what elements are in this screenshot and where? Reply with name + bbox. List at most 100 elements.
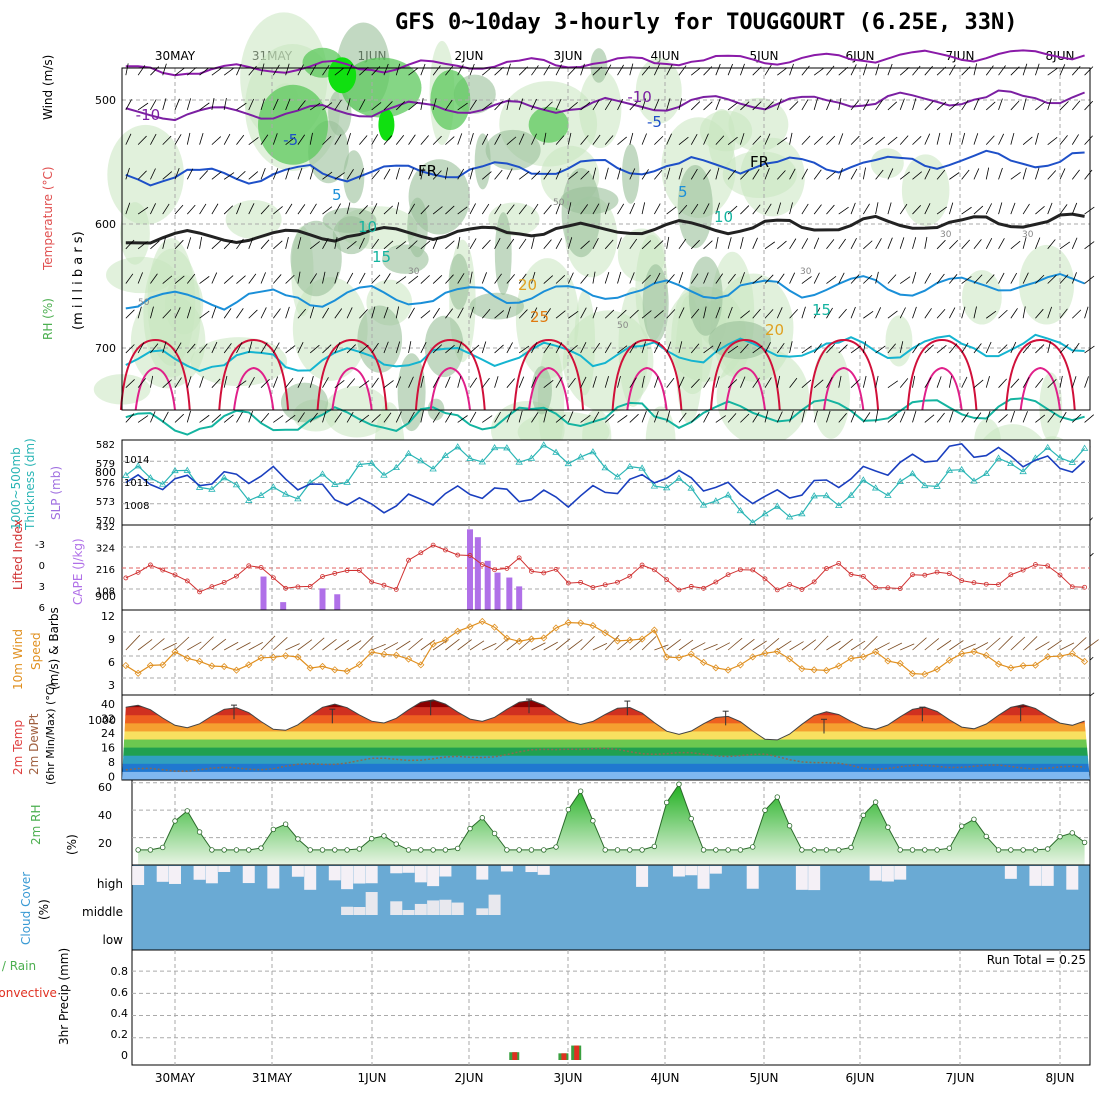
wind-barb (691, 67, 701, 76)
rh-marker (196, 829, 203, 835)
wind-barb (297, 341, 304, 354)
lifted-marker (676, 587, 682, 593)
rh-marker (577, 788, 584, 794)
wind-barb (469, 203, 476, 215)
precip-conv-bar (512, 1052, 518, 1060)
chart-title: GFS 0~10day 3-hourly for TOUGGOURT (6.25… (395, 10, 1018, 35)
wind-barb (199, 414, 210, 423)
wind-barb (346, 98, 351, 111)
wind-marker (159, 661, 167, 669)
wind-barb (408, 134, 416, 145)
wind-barb (1010, 172, 1021, 180)
wind-barb (899, 135, 909, 145)
wind-barb (297, 376, 304, 388)
wind-barb (690, 343, 700, 354)
lifted-marker (234, 573, 239, 579)
wind-barb (936, 376, 942, 388)
wind-barb (555, 64, 562, 76)
wind-barb (875, 169, 884, 180)
thickness-marker (773, 502, 781, 509)
wind-barb (715, 415, 726, 423)
mb-axis-label: (m i l l i b a r s) (71, 231, 86, 330)
wind-barb (432, 98, 437, 111)
date-label-bottom: 6JUN (846, 1071, 875, 1085)
thickness-marker (736, 506, 745, 514)
wind-barb (1084, 135, 1093, 145)
mid-cloud (390, 901, 403, 915)
wind-barb (543, 308, 551, 319)
wind-barb (961, 342, 969, 354)
millibars-label: (m i l l i b a r s) (71, 231, 86, 330)
lifted-marker (627, 573, 633, 579)
lifted-marker (516, 555, 522, 561)
wind-barb (322, 64, 330, 76)
wind-barb (826, 65, 835, 76)
lifted-marker (774, 587, 780, 593)
thickness-marker (404, 449, 413, 456)
wind-barb (543, 410, 547, 423)
wind-barb (309, 167, 314, 180)
wind-speed-line (125, 620, 1085, 675)
hot-contour (709, 338, 781, 411)
wind-barb (924, 133, 931, 145)
wind-barb (260, 63, 265, 76)
wind-barb (666, 639, 681, 651)
wind-barb (186, 376, 192, 388)
wind-barb (150, 638, 165, 651)
wind-barb (776, 411, 783, 423)
wind-barb (961, 99, 969, 111)
wind-barb (408, 341, 412, 354)
rh-marker (1081, 839, 1088, 846)
thickness-marker (994, 454, 1003, 461)
wind-barb (678, 307, 685, 319)
pressure-tick: 700 (95, 342, 116, 355)
wind-barb (912, 342, 920, 354)
high-cloud (291, 866, 304, 877)
wind-barb (838, 375, 842, 388)
wind-barb (346, 64, 353, 76)
lifted-marker (479, 562, 485, 568)
date-label-top: 7JUN (946, 49, 975, 63)
lifted-marker (836, 560, 842, 566)
wind-barb (654, 135, 664, 145)
cape-bar (506, 577, 513, 610)
wind-axis-label: Wind (m/s) (41, 55, 55, 120)
wind-barb (985, 167, 990, 180)
wind-barb (801, 639, 817, 651)
wind-barb (199, 236, 203, 249)
wind-barb (666, 341, 672, 354)
high-cloud (500, 866, 513, 872)
wind-barb (518, 171, 529, 180)
wind-barb (420, 205, 430, 215)
wind-barb (727, 306, 733, 319)
rh-shade (107, 124, 184, 225)
wind-barb (359, 344, 369, 354)
wind-barb (641, 240, 652, 250)
wind-barb (604, 271, 610, 284)
wind-barb (727, 273, 736, 284)
wind-barb (924, 638, 940, 651)
high-cloud (537, 866, 550, 875)
wind-barb (309, 241, 320, 250)
hot-contour (823, 366, 865, 411)
wind-barb (568, 171, 578, 180)
slp-tick: 1008 (124, 501, 149, 512)
wind-barb (322, 638, 337, 651)
wind-barb (309, 132, 313, 145)
rh-marker (1057, 833, 1063, 840)
wind-barb (211, 240, 222, 250)
wind-marker (368, 648, 376, 656)
temp-unit-label: (6hr Min/Max) (°C) (44, 683, 57, 785)
wind-barb (506, 306, 511, 319)
wind-barb (1059, 168, 1066, 180)
wind-barb (875, 307, 882, 319)
contour-label: 15 (812, 301, 831, 319)
wind-barb (826, 307, 833, 319)
wind-barb (801, 135, 811, 145)
rh-marker (160, 844, 166, 851)
wind-barb (826, 239, 835, 250)
wind-barb (408, 168, 414, 180)
wind-barb (494, 376, 499, 388)
wind-barb (764, 274, 774, 284)
wind-barb (494, 237, 501, 249)
